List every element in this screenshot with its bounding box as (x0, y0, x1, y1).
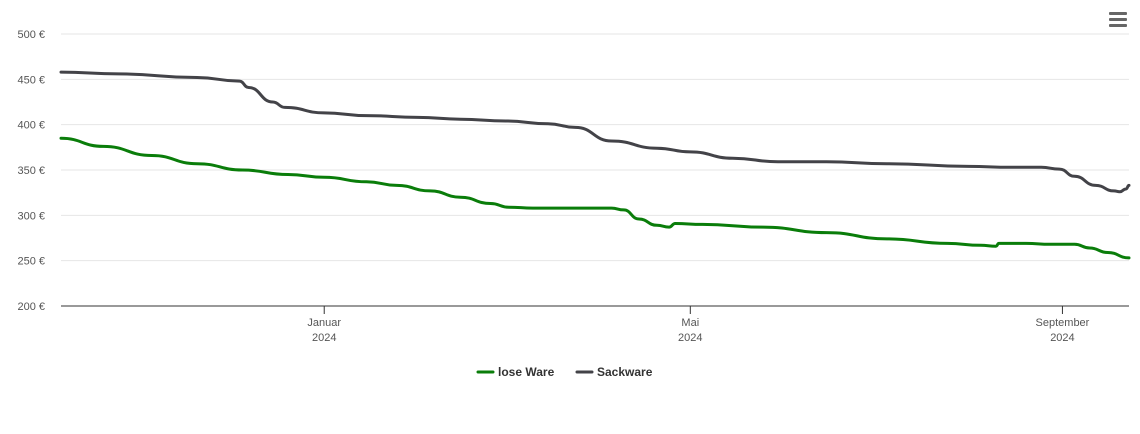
y-tick-label: 350 € (17, 165, 45, 177)
legend-item[interactable]: lose Ware (476, 365, 555, 379)
legend: lose Ware Sackware (476, 365, 653, 379)
x-tick-label-month: Mai (681, 317, 699, 329)
y-tick-label: 200 € (17, 301, 45, 313)
x-axis: Januar 2024 Mai 2024 September 2024 (61, 305, 1129, 344)
y-tick-label: 300 € (17, 210, 45, 222)
series-lines (59, 70, 1131, 260)
x-tick-label-year: 2024 (1050, 332, 1074, 344)
legend-item[interactable]: Sackware (575, 365, 653, 379)
legend-label: Sackware (597, 365, 653, 379)
x-tick-label-month: Januar (307, 317, 341, 329)
y-tick-label: 500 € (17, 29, 45, 41)
y-axis: 200 € 250 € 300 € 350 € 400 € 450 € 500 € (17, 29, 45, 313)
x-tick-label-year: 2024 (312, 332, 336, 344)
series-line-sackware (59, 70, 1131, 194)
y-tick-label: 450 € (17, 74, 45, 86)
x-tick-label-year: 2024 (678, 332, 702, 344)
x-tick-label-month: September (1036, 317, 1090, 329)
y-tick-label: 250 € (17, 256, 45, 268)
series-line-lose-ware (59, 136, 1131, 260)
hamburger-menu-icon[interactable] (1106, 12, 1130, 32)
legend-label: lose Ware (498, 365, 555, 379)
grid-lines (61, 33, 1129, 262)
y-tick-label: 400 € (17, 120, 45, 132)
